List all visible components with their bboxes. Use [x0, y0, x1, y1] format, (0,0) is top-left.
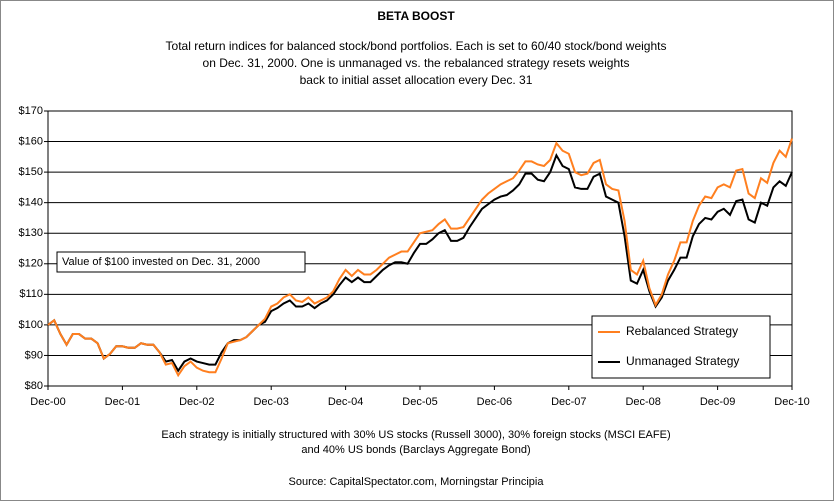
subtitle: Total return indices for balanced stock/… [166, 39, 667, 53]
y-tick-label: $140 [19, 197, 43, 209]
y-tick-label: $100 [19, 319, 43, 331]
footnote: and 40% US bonds (Barclays Aggregate Bon… [301, 444, 530, 456]
x-tick-label: Dec-08 [625, 396, 660, 408]
y-tick-label: $160 [19, 135, 43, 147]
x-tick-label: Dec-09 [700, 396, 735, 408]
y-tick-label: $90 [25, 349, 43, 361]
y-tick-label: $130 [19, 227, 43, 239]
subtitle: back to initial asset allocation every D… [300, 73, 533, 87]
subtitle: on Dec. 31, 2000. One is unmanaged vs. t… [203, 56, 630, 70]
source: Source: CapitalSpectator.com, Morningsta… [289, 476, 545, 488]
x-tick-label: Dec-01 [105, 396, 140, 408]
x-tick-label: Dec-05 [402, 396, 437, 408]
y-tick-label: $110 [19, 288, 43, 300]
y-tick-label: $80 [25, 380, 43, 392]
x-tick-label: Dec-00 [30, 396, 65, 408]
series-line [47, 152, 793, 373]
y-tick-label: $120 [19, 258, 43, 270]
series-line [47, 138, 793, 378]
x-tick-label: Dec-07 [551, 396, 586, 408]
chart-title: BETA BOOST [377, 9, 455, 23]
x-tick-label: Dec-03 [253, 396, 288, 408]
y-tick-label: $150 [19, 166, 43, 178]
x-tick-label: Dec-04 [328, 396, 363, 408]
legend-label: Unmanaged Strategy [626, 354, 739, 368]
y-tick-label: $170 [19, 105, 43, 117]
x-tick-label: Dec-02 [179, 396, 214, 408]
annotation: Value of $100 invested on Dec. 31, 2000 [62, 256, 260, 268]
x-tick-label: Dec-10 [774, 396, 809, 408]
legend-box [591, 315, 771, 379]
x-tick-label: Dec-06 [477, 396, 512, 408]
annotation-box [56, 251, 306, 273]
legend-label: Rebalanced Strategy [626, 324, 738, 338]
footnote: Each strategy is initially structured wi… [161, 429, 670, 441]
